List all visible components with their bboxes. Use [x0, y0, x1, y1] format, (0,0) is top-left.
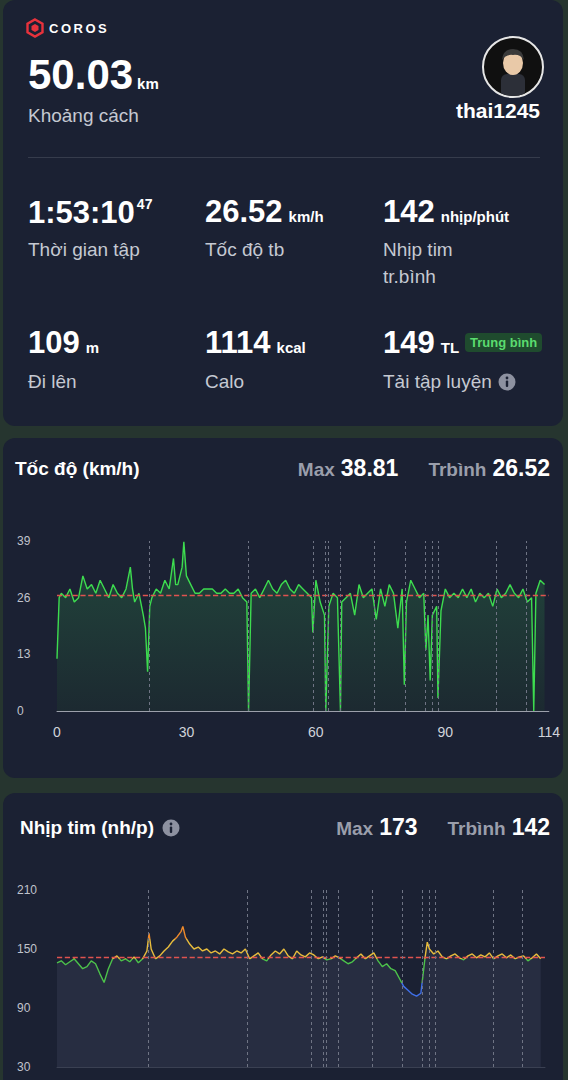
html-text:50.03: 50.03: [28, 51, 134, 98]
svg-text:13: 13: [17, 647, 31, 661]
svg-text:30: 30: [17, 1060, 31, 1074]
svg-text:0: 0: [53, 724, 61, 740]
html-text:Thời gian tập: Thời gian tập: [28, 239, 140, 260]
svg-text:90: 90: [438, 724, 454, 740]
html-text:109: 109: [28, 325, 80, 360]
svg-text:39: 39: [17, 534, 31, 548]
svg-text:26: 26: [17, 591, 31, 605]
html-text:TL: TL: [440, 339, 460, 356]
svg-text:210: 210: [17, 883, 37, 897]
html-text:Nhịp tim (nh/p): Nhịp tim (nh/p): [20, 817, 154, 838]
html-text:47: 47: [136, 196, 153, 212]
html-text:149: 149: [383, 325, 435, 360]
html-text:km: km: [137, 75, 159, 92]
svg-text:0: 0: [17, 704, 24, 718]
html-text:m: m: [85, 339, 100, 356]
html-text:Tải tập luyện: Tải tập luyện: [383, 371, 492, 392]
html-text:Trbình 142: Trbình 142: [447, 814, 550, 840]
html-text:Max 38.81: Max 38.81: [297, 455, 399, 481]
html-text:Trung bình: Trung bình: [470, 335, 538, 350]
html-text:thai1245: thai1245: [455, 99, 540, 122]
svg-text:90: 90: [17, 1001, 31, 1015]
svg-text:60: 60: [308, 724, 324, 740]
html-text:Nhịp tim tr.bình: Nhịp tim tr.bình: [383, 239, 453, 287]
html-text:Max 173: Max 173: [336, 814, 418, 840]
html-text:Tốc độ tb: Tốc độ tb: [205, 239, 285, 260]
html-text:COROS: COROS: [49, 21, 110, 36]
html-text:km/h: km/h: [288, 208, 324, 225]
svg-text:150: 150: [17, 942, 37, 956]
html-text:Trbình 26.52: Trbình 26.52: [428, 455, 550, 481]
html-text:Calo: Calo: [205, 371, 245, 392]
html-text:nhịp/phút: nhịp/phút: [440, 208, 509, 225]
html-text:Tốc độ (km/h): Tốc độ (km/h): [15, 458, 140, 479]
svg-text:30: 30: [179, 724, 195, 740]
svg-text:114: 114: [538, 724, 561, 740]
html-text:kcal: kcal: [276, 339, 306, 356]
html-text:142: 142: [383, 194, 435, 229]
html-text:26.52: 26.52: [205, 194, 283, 229]
html-text:1:53:10: 1:53:10: [28, 195, 135, 230]
html-text:Khoảng cách: Khoảng cách: [28, 105, 139, 126]
html-text:1114: 1114: [205, 325, 271, 360]
html-text:Đi lên: Đi lên: [28, 371, 77, 392]
